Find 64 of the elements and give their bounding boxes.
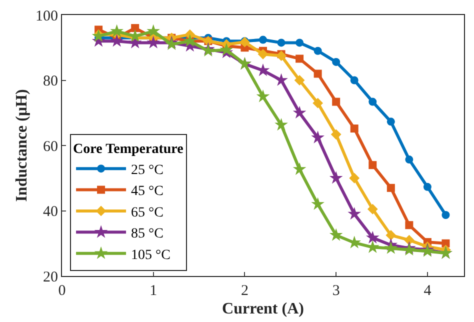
point — [329, 171, 343, 184]
y-axis-title: Inductance (μH) — [13, 89, 30, 202]
point — [131, 24, 140, 32]
point — [332, 98, 340, 106]
point — [220, 42, 234, 56]
point — [296, 38, 304, 47]
point — [367, 204, 378, 214]
point — [314, 46, 322, 55]
legend-label: 85 °C — [131, 226, 164, 242]
point — [423, 182, 432, 191]
x-axis-title: Current (A) — [222, 300, 304, 318]
point — [350, 76, 358, 84]
point — [349, 172, 360, 184]
point — [110, 34, 124, 47]
point — [329, 228, 343, 241]
point — [366, 230, 380, 244]
point — [258, 48, 268, 60]
point — [386, 118, 395, 126]
x-tick-label: 0 — [58, 283, 66, 299]
x-tick-label: 3 — [332, 283, 340, 299]
legend-label: 45 °C — [131, 184, 164, 200]
point — [386, 230, 396, 240]
legend-title: Core Temperature — [73, 142, 184, 157]
point — [146, 36, 160, 48]
point — [405, 221, 414, 230]
x-tick-label: 2 — [240, 283, 248, 299]
y-tick-label: 80 — [43, 74, 58, 90]
point — [292, 106, 306, 119]
y-tick-label: 60 — [43, 138, 58, 155]
y-tick-label: 100 — [36, 8, 58, 24]
point — [384, 241, 398, 254]
point — [277, 38, 286, 47]
x-tick-label: 4 — [424, 283, 432, 299]
point — [405, 156, 414, 164]
point — [386, 184, 395, 192]
point — [348, 207, 362, 220]
point — [330, 129, 342, 140]
point — [404, 234, 414, 246]
point — [314, 70, 322, 78]
y-tick-label: 20 — [43, 269, 58, 286]
point — [368, 161, 377, 170]
point — [294, 75, 305, 86]
point — [256, 90, 270, 102]
point — [276, 50, 286, 61]
legend-label: 105 °C — [131, 248, 170, 263]
point — [296, 54, 304, 63]
point — [146, 24, 160, 37]
point — [183, 34, 197, 47]
point — [292, 162, 306, 175]
point — [110, 24, 124, 37]
point — [312, 98, 324, 108]
point — [311, 197, 324, 210]
point — [274, 118, 288, 131]
x-tick-label: 1 — [150, 283, 158, 299]
point — [368, 98, 377, 106]
point — [311, 130, 324, 144]
point — [274, 73, 288, 86]
legend-label: 65 °C — [131, 205, 164, 220]
point — [350, 124, 358, 133]
legend-label: 25 °C — [131, 163, 164, 178]
point — [332, 58, 340, 66]
point — [259, 36, 267, 44]
y-tick-label: 40 — [43, 204, 58, 220]
point — [442, 210, 450, 219]
